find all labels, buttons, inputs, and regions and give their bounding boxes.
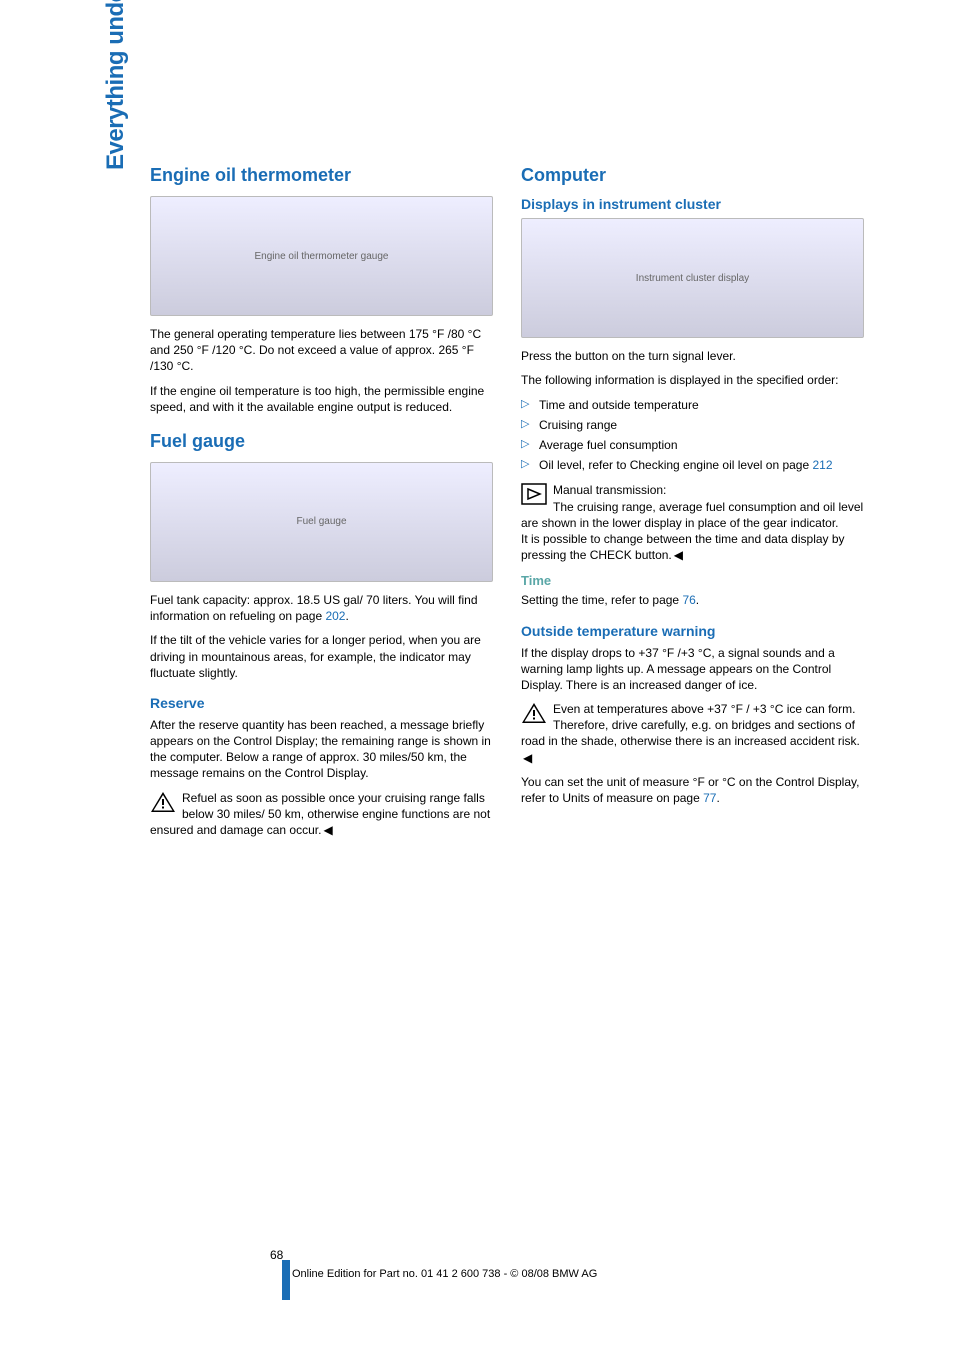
image-alt: Engine oil thermometer gauge (255, 251, 389, 262)
heading-fuel-gauge: Fuel gauge (150, 431, 493, 452)
engine-oil-thermometer-image: Engine oil thermometer gauge (150, 196, 493, 316)
fuel-gauge-image: Fuel gauge (150, 462, 493, 582)
note-arrow-icon (521, 483, 547, 505)
image-alt: Fuel gauge (296, 516, 346, 527)
engine-oil-temp-high-text: If the engine oil temperature is too hig… (150, 383, 493, 415)
heading-engine-oil-thermometer: Engine oil thermometer (150, 165, 493, 186)
right-column: Computer Displays in instrument cluster … (521, 165, 864, 846)
left-column: Engine oil thermometer Engine oil thermo… (150, 165, 493, 846)
image-alt: Instrument cluster display (636, 273, 749, 284)
end-triangle-icon: ◀ (674, 547, 683, 563)
display-info-list: Time and outside temperature Cruising ra… (521, 396, 864, 474)
text: Setting the time, refer to page (521, 593, 682, 607)
info-order-text: The following information is displayed i… (521, 372, 864, 388)
footer-copyright: Online Edition for Part no. 01 41 2 600 … (292, 1268, 597, 1280)
page-ref-76[interactable]: 76 (682, 593, 695, 607)
list-item: Average fuel consumption (521, 436, 864, 454)
content-columns: Engine oil thermometer Engine oil thermo… (150, 165, 864, 846)
end-triangle-icon: ◀ (323, 822, 332, 838)
manual-transmission-note: Manual transmission: The cruising range,… (521, 482, 864, 563)
footer-accent-bar (282, 1260, 290, 1300)
heading-outside-temp-warning: Outside temperature warning (521, 623, 864, 639)
press-button-text: Press the button on the turn signal leve… (521, 348, 864, 364)
warning-triangle-icon (521, 702, 547, 724)
unit-of-measure-text: You can set the unit of measure °F or °C… (521, 774, 864, 806)
list-item: Oil level, refer to Checking engine oil … (521, 456, 864, 474)
refuel-warning-box: Refuel as soon as possible once your cru… (150, 790, 493, 839)
reserve-text: After the reserve quantity has been reac… (150, 717, 493, 782)
text: Fuel tank capacity: approx. 18.5 US gal/… (150, 593, 478, 623)
page: Everything under control Engine oil ther… (0, 0, 954, 1350)
end-triangle-icon: ◀ (523, 750, 532, 766)
page-ref-212[interactable]: 212 (813, 458, 833, 472)
text: You can set the unit of measure °F or °C… (521, 775, 859, 805)
instrument-cluster-image: Instrument cluster display (521, 218, 864, 338)
ice-warning-box: Even at temperatures above +37 °F / +3 °… (521, 701, 864, 766)
refuel-warning-text: Refuel as soon as possible once your cru… (150, 791, 490, 837)
heading-displays-in-cluster: Displays in instrument cluster (521, 196, 864, 212)
text: . (716, 791, 719, 805)
list-item: Time and outside temperature (521, 396, 864, 414)
list-item: Cruising range (521, 416, 864, 434)
time-setting-text: Setting the time, refer to page 76. (521, 592, 864, 608)
text: Oil level, refer to Checking engine oil … (539, 458, 813, 472)
engine-oil-temp-range-text: The general operating temperature lies b… (150, 326, 493, 375)
side-tab-label: Everything under control (102, 0, 130, 170)
manual-transmission-text: Manual transmission: The cruising range,… (521, 483, 863, 562)
heading-computer: Computer (521, 165, 864, 186)
text: . (345, 609, 348, 623)
fuel-tilt-text: If the tilt of the vehicle varies for a … (150, 632, 493, 681)
text: . (696, 593, 699, 607)
fuel-capacity-text: Fuel tank capacity: approx. 18.5 US gal/… (150, 592, 493, 624)
warning-triangle-icon (150, 791, 176, 813)
heading-reserve: Reserve (150, 695, 493, 711)
outside-temp-text: If the display drops to +37 °F /+3 °C, a… (521, 645, 864, 694)
page-ref-202[interactable]: 202 (325, 609, 345, 623)
page-ref-77[interactable]: 77 (703, 791, 716, 805)
heading-time: Time (521, 573, 864, 588)
ice-warning-text: Even at temperatures above +37 °F / +3 °… (521, 702, 860, 748)
